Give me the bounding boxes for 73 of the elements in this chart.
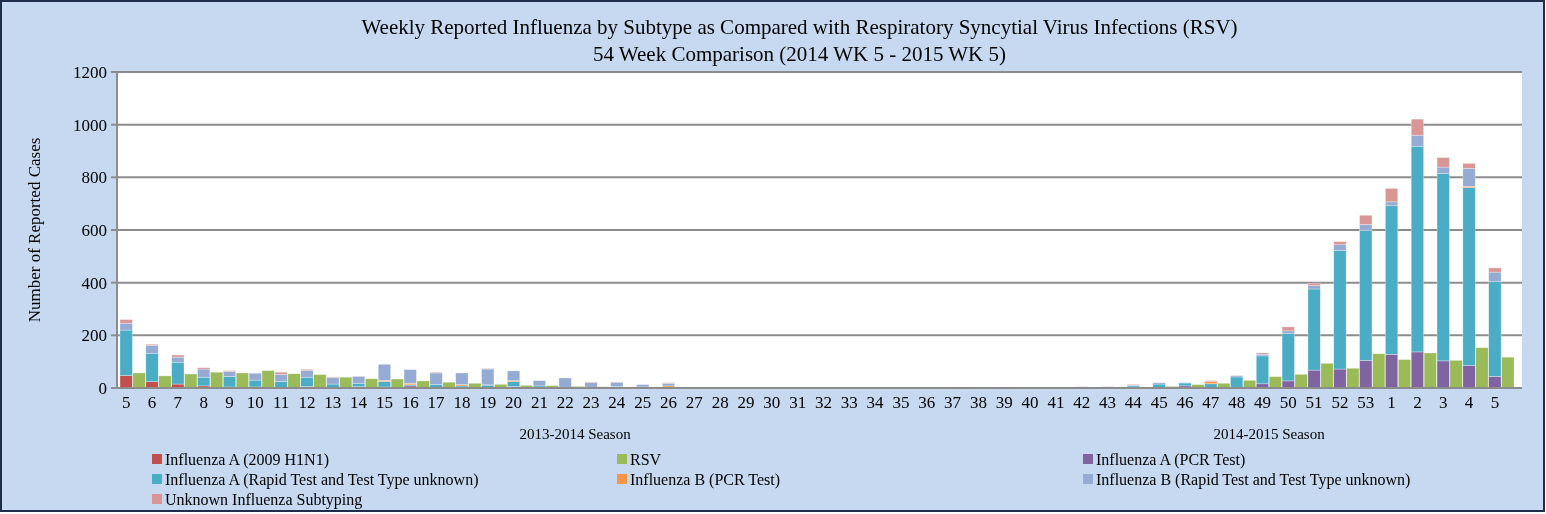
x-tick-label: 20: [505, 393, 523, 412]
text: 2014-2015 Season: [1213, 426, 1326, 442]
legend-label: RSV: [630, 450, 662, 468]
y-tick-label: 1000: [73, 115, 107, 135]
x-tick-label: 45: [1150, 393, 1168, 412]
x-tick-label: 26: [660, 393, 678, 412]
x-tick-label: 18: [453, 393, 471, 412]
x-tick-label: 7: [173, 393, 183, 412]
legend-label: Unknown Influenza Subtyping: [165, 490, 363, 509]
x-tick-label: 5: [1490, 393, 1500, 412]
x-tick-label: 52: [1331, 393, 1349, 412]
legend-label: Influenza A (Rapid Test and Test Type unknown): [165, 470, 479, 489]
x-tick-label: 8: [199, 393, 208, 412]
legend-label: Influenza A (2009 H1N1): [165, 450, 329, 469]
x-tick-label: 39: [995, 393, 1013, 412]
x-tick-label: 48: [1228, 393, 1246, 412]
y-tick-label: 800: [81, 168, 107, 188]
x-tick-label: 22: [556, 393, 574, 412]
x-tick-label: 46: [1176, 393, 1194, 412]
x-tick-label: 14: [350, 393, 368, 412]
x-tick-label: 19: [479, 393, 497, 412]
x-tick-label: 51: [1305, 393, 1323, 412]
x-tick-label: 27: [685, 393, 704, 412]
x-tick-label: 23: [582, 393, 600, 412]
x-tick-label: 17: [427, 393, 446, 412]
x-tick-label: 41: [1047, 393, 1065, 412]
y-tick-label: 600: [81, 220, 107, 240]
legend-label: Influenza A (PCR Test): [1096, 450, 1246, 469]
x-tick-label: 3: [1438, 393, 1448, 412]
x-tick-label: 15: [375, 393, 393, 412]
x-tick-label: 44: [1124, 393, 1143, 412]
x-tick-label: 12: [298, 393, 316, 412]
y-tick-label: 0: [98, 378, 107, 398]
x-tick-label: 30: [763, 393, 781, 412]
x-tick-label: 35: [892, 393, 910, 412]
x-tick-label: 25: [634, 393, 652, 412]
x-tick-label: 38: [969, 393, 987, 412]
x-tick-label: 9: [225, 393, 234, 412]
chart-subtitle: 54 Week Comparison (2014 WK 5 - 2015 WK 5): [592, 42, 1007, 66]
x-tick-label: 6: [147, 393, 157, 412]
x-tick-label: 10: [246, 393, 264, 412]
legend-label: Influenza B (Rapid Test and Test Type unknown): [1096, 470, 1411, 489]
x-tick-label: 47: [1202, 393, 1220, 412]
x-tick-label: 5: [121, 393, 131, 412]
x-tick-label: 24: [608, 393, 626, 412]
x-tick-label: 40: [1021, 393, 1039, 412]
y-tick-label: 400: [81, 273, 107, 293]
x-tick-label: 37: [944, 393, 962, 412]
x-tick-label: 11: [272, 393, 290, 412]
x-tick-label: 16: [401, 393, 419, 412]
x-tick-label: 32: [814, 393, 832, 412]
x-tick-label: 29: [737, 393, 755, 412]
x-tick-label: 53: [1357, 393, 1375, 412]
y-tick-label: 1200: [73, 62, 107, 82]
x-tick-label: 34: [866, 393, 885, 412]
x-tick-label: 21: [530, 393, 548, 412]
legend-label: Influenza B (PCR Test): [630, 470, 781, 489]
text: 2013-2014 Season: [519, 426, 632, 442]
x-tick-label: 1: [1387, 393, 1396, 412]
x-tick-label: 33: [840, 393, 858, 412]
x-tick-label: 2: [1413, 393, 1422, 412]
x-tick-label: 13: [324, 393, 342, 412]
x-tick-label: 31: [789, 393, 807, 412]
y-tick-label: 200: [81, 326, 107, 346]
x-tick-label: 36: [918, 393, 936, 412]
x-tick-label: 4: [1464, 393, 1474, 412]
x-tick-label: 28: [711, 393, 729, 412]
x-tick-label: 42: [1073, 393, 1091, 412]
y-axis-title: Number of Reported Cases: [25, 137, 44, 323]
x-tick-label: 43: [1099, 393, 1117, 412]
chart-title: Weekly Reported Influenza by Subtype as Compared with Respiratory Syncytial Virus Infections (RSV): [361, 15, 1238, 39]
x-tick-label: 50: [1279, 393, 1297, 412]
x-tick-label: 49: [1253, 393, 1271, 412]
